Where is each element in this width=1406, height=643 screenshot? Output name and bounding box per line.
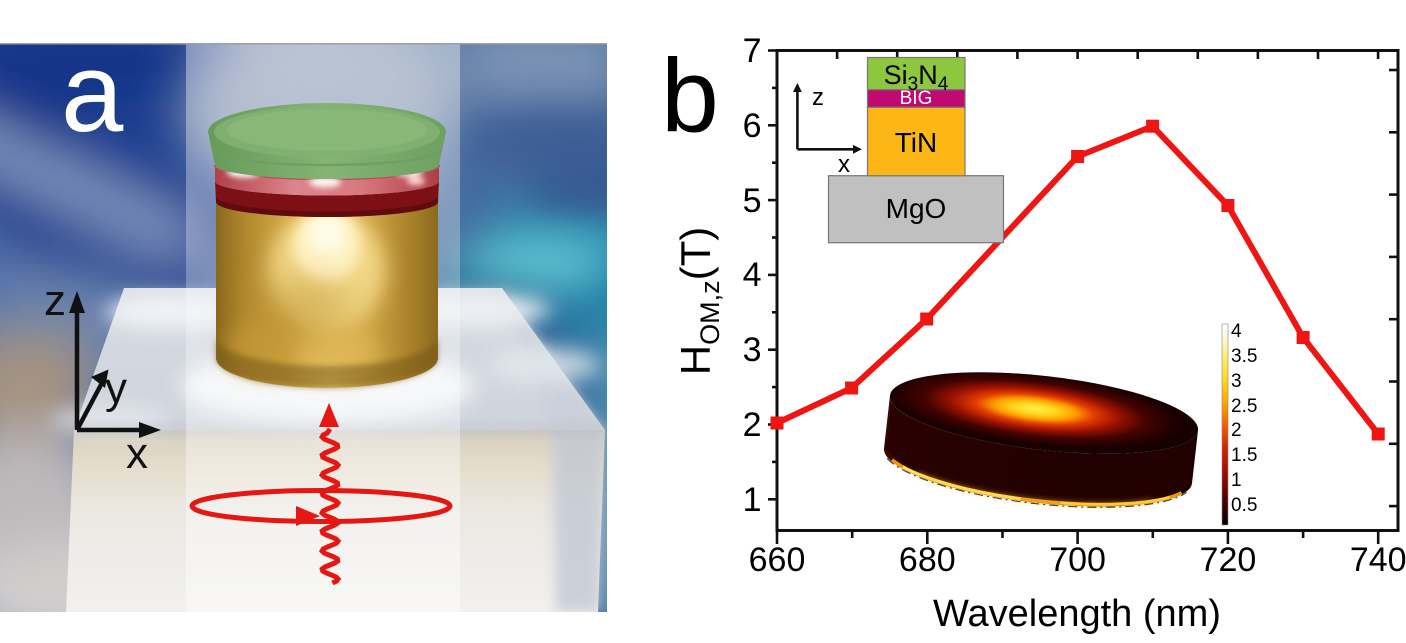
svg-text:BIG: BIG: [900, 88, 933, 109]
svg-text:720: 720: [1200, 541, 1257, 579]
svg-text:Wavelength (nm): Wavelength (nm): [933, 593, 1221, 635]
svg-text:740: 740: [1350, 541, 1406, 579]
svg-text:1: 1: [743, 481, 762, 519]
svg-text:0.5: 0.5: [1231, 495, 1257, 516]
svg-text:700: 700: [1049, 541, 1106, 579]
svg-text:4: 4: [1231, 321, 1242, 342]
svg-text:7: 7: [743, 32, 762, 70]
svg-text:b: b: [661, 39, 719, 155]
svg-text:4: 4: [743, 256, 762, 294]
svg-text:a: a: [61, 30, 124, 155]
svg-text:660: 660: [749, 541, 806, 579]
svg-text:3: 3: [743, 331, 762, 369]
svg-text:3.5: 3.5: [1231, 346, 1257, 367]
svg-text:1.5: 1.5: [1231, 445, 1257, 466]
svg-text:680: 680: [899, 541, 956, 579]
svg-text:z: z: [44, 276, 66, 325]
svg-text:5: 5: [743, 182, 762, 220]
svg-text:2.5: 2.5: [1231, 396, 1257, 417]
svg-text:6: 6: [743, 107, 762, 145]
svg-text:x: x: [126, 429, 148, 478]
svg-text:TiN: TiN: [895, 127, 938, 158]
svg-text:MgO: MgO: [886, 193, 947, 224]
svg-text:z: z: [812, 84, 824, 111]
svg-text:y: y: [105, 364, 127, 413]
svg-text:2: 2: [743, 406, 762, 444]
svg-text:2: 2: [1231, 420, 1242, 441]
svg-text:3: 3: [1231, 371, 1242, 392]
svg-text:x: x: [838, 151, 850, 178]
svg-text:1: 1: [1231, 470, 1242, 491]
